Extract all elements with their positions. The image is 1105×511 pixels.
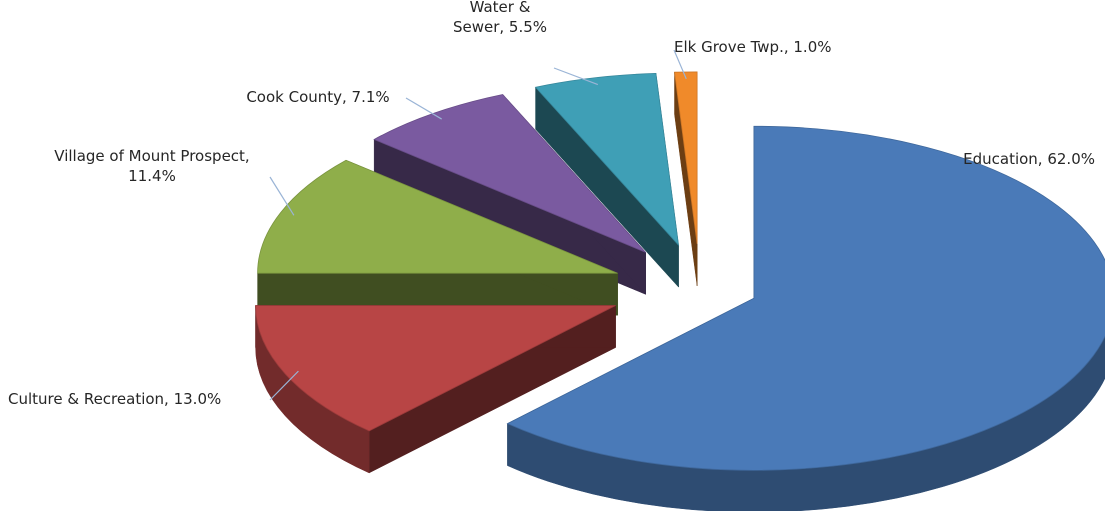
label-culture-recreation-line-0: Culture & Recreation, 13.0% <box>8 390 221 408</box>
label-education: Education, 62.0% <box>963 150 1095 168</box>
label-water-sewer: Water & Sewer, 5.5% <box>453 0 547 36</box>
label-village-mount-prospect: Village of Mount Prospect, 11.4% <box>54 147 249 185</box>
label-elk-grove-twp-line-0: Elk Grove Twp., 1.0% <box>674 38 832 56</box>
leader-cook-county <box>406 98 442 119</box>
label-village-mount-prospect-line-1: 11.4% <box>128 167 176 185</box>
label-village-mount-prospect-line-0: Village of Mount Prospect, <box>54 147 249 165</box>
slice-elk-grove-twp <box>675 72 698 244</box>
label-elk-grove-twp: Elk Grove Twp., 1.0% <box>674 38 832 56</box>
label-water-sewer-line-1: Sewer, 5.5% <box>453 18 547 36</box>
label-culture-recreation: Culture & Recreation, 13.0% <box>8 390 221 408</box>
label-water-sewer-line-0: Water & <box>470 0 531 16</box>
leader-village-mount-prospect <box>270 177 294 215</box>
label-cook-county: Cook County, 7.1% <box>246 88 389 106</box>
label-education-line-0: Education, 62.0% <box>963 150 1095 168</box>
label-cook-county-line-0: Cook County, 7.1% <box>246 88 389 106</box>
